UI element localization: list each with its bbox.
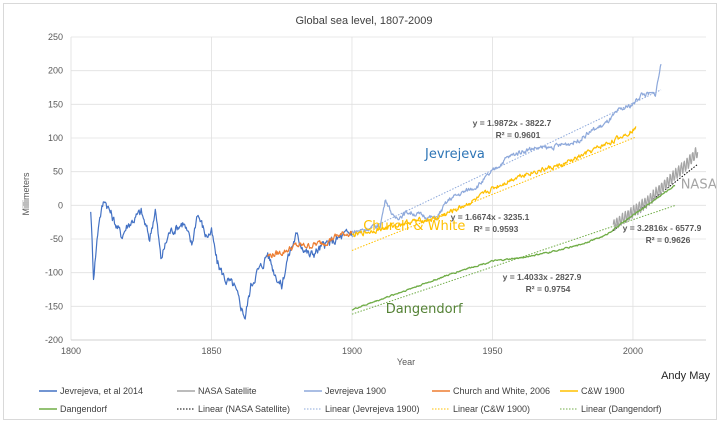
y-tick-label: 100	[48, 133, 63, 143]
series-line-jevrejeva-et-al-2014	[90, 201, 353, 320]
y-tick-label: 50	[53, 167, 63, 177]
legend: Jevrejeva, et al 2014 NASA Satellite Jevre…	[39, 386, 662, 414]
y-tick-label: -100	[45, 268, 63, 278]
trend-equation-linear-c-w-1900: y = 1.6674x - 3235.1	[451, 212, 530, 222]
y-axis-title: Millimeters	[21, 172, 31, 216]
legend-item-nasa-satellite: NASA Satellite	[177, 386, 257, 396]
chart-frame: Global sea level, 1807-2009 250 200 150 100…	[3, 3, 717, 420]
series-line-dangendorf	[351, 185, 676, 311]
y-tick-label: -200	[45, 335, 63, 345]
legend-item-church-and-white-2006: Church and White, 2006	[432, 386, 550, 396]
annotation-church-white: Church & White	[363, 219, 465, 234]
legend-item-dangendorf: Dangendorf	[39, 404, 108, 414]
annotation-dangendorf: Dangendorf	[386, 302, 463, 317]
legend-label: Linear (Jevrejeva 1900)	[325, 404, 420, 414]
trend-equation-linear-jevrejeva-1900: y = 1.9872x - 3822.7	[473, 118, 552, 128]
series-line-nasa-satellite	[612, 147, 699, 231]
grid	[70, 36, 706, 341]
series-line-jevrejeva-1900	[351, 63, 662, 234]
x-ticks: 1800 1850 1900 1950 2000	[61, 346, 643, 356]
legend-label: Dangendorf	[60, 404, 108, 414]
series-lines	[90, 63, 699, 320]
legend-item-linear-jevrejeva-1900: Linear (Jevrejeva 1900)	[304, 404, 420, 414]
trend-r2-linear-dangendorf: R² = 0.9754	[526, 284, 571, 294]
trend-r2-linear-nasa-satellite: R² = 0.9626	[646, 235, 691, 245]
legend-label: Church and White, 2006	[453, 386, 550, 396]
legend-item-linear-c-w-1900: Linear (C&W 1900)	[432, 404, 530, 414]
y-tick-label: 200	[48, 66, 63, 76]
legend-label: Linear (C&W 1900)	[453, 404, 530, 414]
legend-item-linear-nasa-satellite: Linear (NASA Satellite)	[177, 404, 290, 414]
chart-svg: Global sea level, 1807-2009 250 200 150 100…	[21, 15, 716, 414]
x-axis-title: Year	[397, 357, 415, 367]
y-tick-label: 0	[58, 200, 63, 210]
chart-title: Global sea level, 1807-2009	[296, 15, 433, 27]
credit-label: Andy May	[661, 370, 710, 382]
legend-label: NASA Satellite	[198, 386, 257, 396]
series-line-church-and-white-2006	[267, 230, 353, 259]
annotations: Jevrejeva Church & White Dangendorf NASA	[363, 147, 716, 317]
y-tick-label: -50	[50, 234, 63, 244]
legend-label: Linear (NASA Satellite)	[198, 404, 290, 414]
x-tick-label: 1850	[201, 346, 221, 356]
legend-label: C&W 1900	[581, 386, 625, 396]
legend-item-linear-dangendorf: Linear (Dangendorf)	[560, 404, 662, 414]
y-tick-label: 250	[48, 32, 63, 42]
legend-label: Jevrejeva, et al 2014	[60, 386, 143, 396]
y-tick-label: -150	[45, 301, 63, 311]
legend-label: Linear (Dangendorf)	[581, 404, 662, 414]
legend-label: Jevrejeva 1900	[325, 386, 386, 396]
x-tick-label: 1950	[482, 346, 502, 356]
trend-equations: y = 3.2816x - 6577.9 R² = 0.9626 y = 1.987…	[451, 118, 702, 294]
trend-equation-linear-nasa-satellite: y = 3.2816x - 6577.9	[623, 223, 702, 233]
x-tick-label: 1900	[342, 346, 362, 356]
series-line-c-w-1900	[351, 126, 637, 238]
trend-r2-linear-c-w-1900: R² = 0.9593	[474, 224, 519, 234]
legend-item-jevrejeva-et-al-2014: Jevrejeva, et al 2014	[39, 386, 143, 396]
y-tick-label: 150	[48, 99, 63, 109]
x-tick-label: 1800	[61, 346, 81, 356]
legend-item-jevrejeva-1900: Jevrejeva 1900	[304, 386, 386, 396]
legend-item-c-w-1900: C&W 1900	[560, 386, 625, 396]
annotation-jevrejeva: Jevrejeva	[424, 147, 485, 162]
x-tick-label: 2000	[623, 346, 643, 356]
trend-r2-linear-jevrejeva-1900: R² = 0.9601	[496, 130, 541, 140]
trend-equation-linear-dangendorf: y = 1.4033x - 2827.9	[503, 272, 582, 282]
y-ticks: 250 200 150 100 50 0 -50 -100 -150 -200	[45, 32, 63, 345]
annotation-nasa: NASA	[681, 178, 716, 193]
